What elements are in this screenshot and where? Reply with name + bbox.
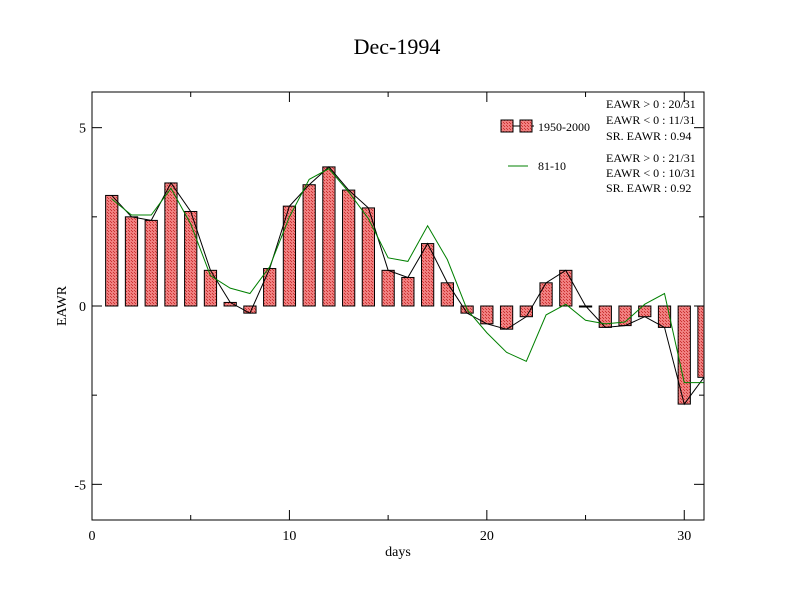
line-1950-2000 bbox=[111, 166, 704, 406]
bar-day-22 bbox=[519, 305, 533, 318]
x-axis-label: days bbox=[385, 545, 411, 560]
line-81-10 bbox=[111, 168, 704, 384]
bar-day-24 bbox=[559, 269, 573, 307]
chart-title: Dec-1994 bbox=[354, 34, 441, 59]
bar-day-3 bbox=[144, 219, 158, 307]
x-tick-label: 0 bbox=[89, 529, 96, 544]
bar-day-12 bbox=[322, 166, 336, 307]
y-tick-label: 0 bbox=[79, 300, 86, 315]
stat-negative-81-10: EAWR < 0 : 10/31 bbox=[606, 166, 696, 180]
x-tick-label: 20 bbox=[480, 529, 494, 544]
bar-day-13 bbox=[342, 189, 356, 307]
stat-sr-1950-2000: SR. EAWR : 0.94 bbox=[606, 129, 691, 143]
stat-negative-1950-2000: EAWR < 0 : 11/31 bbox=[606, 113, 695, 127]
stats-block: EAWR > 0 : 20/31 EAWR < 0 : 11/31 SR. EA… bbox=[606, 97, 696, 195]
bar-day-31 bbox=[697, 305, 704, 378]
legend-swatch-bar bbox=[500, 119, 514, 133]
bar-day-16 bbox=[401, 276, 415, 307]
y-tick-label: 5 bbox=[79, 122, 86, 137]
stat-positive-1950-2000: EAWR > 0 : 20/31 bbox=[606, 97, 696, 111]
bar-series bbox=[105, 166, 704, 405]
y-tick-label: -5 bbox=[74, 478, 86, 493]
bar-day-1 bbox=[105, 194, 119, 307]
y-axis-label: EAWR bbox=[55, 285, 70, 326]
x-tick-label: 10 bbox=[282, 529, 296, 544]
axis-ticks: 0 10 20 30 -5 0 5 bbox=[74, 92, 704, 544]
line-series bbox=[111, 166, 704, 406]
stat-positive-81-10: EAWR > 0 : 21/31 bbox=[606, 151, 696, 165]
legend-label-81-10: 81-10 bbox=[538, 159, 566, 173]
bar-day-4 bbox=[164, 182, 178, 307]
bar-day-9 bbox=[263, 268, 277, 307]
legend: 1950-2000 81-10 bbox=[500, 119, 590, 173]
stat-sr-81-10: SR. EAWR : 0.92 bbox=[606, 181, 691, 195]
bar-day-11 bbox=[302, 184, 316, 307]
bar-day-18 bbox=[440, 282, 454, 307]
legend-swatch-bar bbox=[519, 119, 533, 133]
legend-label-1950-2000: 1950-2000 bbox=[538, 120, 590, 134]
bar-day-15 bbox=[381, 269, 395, 307]
bar-day-21 bbox=[499, 305, 514, 330]
bar-day-23 bbox=[539, 282, 553, 307]
bar-day-2 bbox=[124, 216, 139, 307]
x-tick-label: 30 bbox=[677, 529, 691, 544]
bar-day-29 bbox=[657, 305, 672, 328]
